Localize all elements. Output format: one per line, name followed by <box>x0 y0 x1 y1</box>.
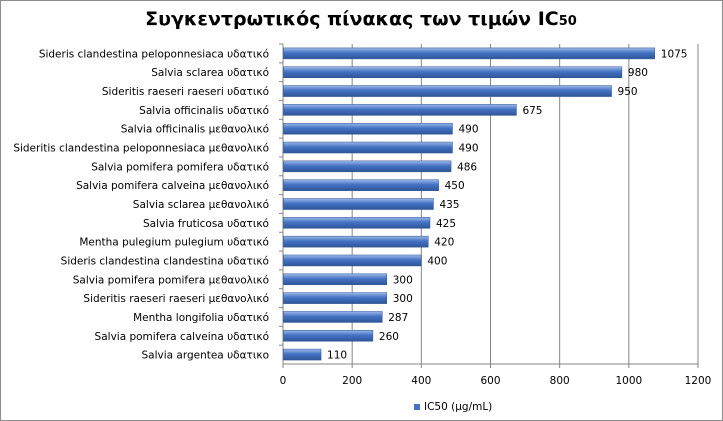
category-label: Sideris clandestina clandestina υδατικό <box>61 255 269 267</box>
bar <box>283 122 453 135</box>
category-label: Salvia pomifera calveina μεθανολικό <box>76 180 269 192</box>
category-label: Sideritis raeseri raeseri μεθανολικό <box>83 293 269 305</box>
bar <box>283 85 612 97</box>
bar <box>283 292 387 304</box>
data-label: 425 <box>436 218 456 230</box>
category-label: Salvia officinalis υδατικό <box>139 105 269 117</box>
category-label: Salvia fruticosa υδατικό <box>143 218 269 230</box>
data-label: 490 <box>458 143 478 155</box>
gridlines <box>351 44 699 364</box>
bar <box>283 330 374 342</box>
bar <box>283 141 453 154</box>
chart-title-subscript: 50 <box>559 14 577 29</box>
data-label: 300 <box>393 293 413 305</box>
category-label: Mentha longifolia υδατικό <box>133 312 269 324</box>
bar <box>283 273 387 286</box>
category-label: Salvia pomifera pomifera υδατικό <box>91 161 269 173</box>
legend-label: IC50 (μg/mL) <box>424 401 492 413</box>
x-tick-labels: 0 200 400 600 800 1000 1200 <box>280 375 712 387</box>
category-label: Salvia sclarea μεθανολικό <box>133 199 269 211</box>
bar <box>283 217 431 229</box>
data-label: 287 <box>388 312 408 324</box>
axes <box>279 43 699 368</box>
x-tick-label: 800 <box>550 375 570 387</box>
data-label: 490 <box>458 124 478 136</box>
category-label: Salvia argentea υδατικο <box>141 350 269 362</box>
category-label: Salvia sclarea υδατικό <box>151 67 269 79</box>
data-label: 980 <box>628 67 648 79</box>
bar <box>283 47 656 60</box>
data-label: 950 <box>618 86 638 98</box>
bar <box>283 104 517 116</box>
x-tick-label: 200 <box>342 375 362 387</box>
bar <box>283 311 383 323</box>
x-tick-label: 1200 <box>685 375 712 387</box>
data-label: 486 <box>457 161 477 173</box>
category-label: Salvia pomifera pomifera μεθανολικό <box>73 274 269 286</box>
data-label: 260 <box>379 331 399 343</box>
bar <box>283 235 429 248</box>
category-label: Mentha pulegium pulegium υδατικό <box>79 237 269 249</box>
bar <box>283 348 322 361</box>
bar <box>283 179 439 191</box>
category-labels: Sideris clandestina peloponnesiaca υδατι… <box>13 48 269 361</box>
data-label: 400 <box>427 255 447 267</box>
category-label: Salvia pomifera calveina υδατικό <box>95 331 269 343</box>
chart-title: Συγκεντρωτικός πίνακας των τιμών IC50 <box>145 8 577 30</box>
data-label: 110 <box>327 350 347 362</box>
data-label: 450 <box>445 180 465 192</box>
bar <box>283 198 434 210</box>
legend: IC50 (μg/mL) <box>414 401 492 413</box>
x-tick-label: 1000 <box>615 375 642 387</box>
category-label: Sideritis clandestina peloponnesiaca μεθ… <box>13 143 269 155</box>
category-label: Sideritis raeseri raeseri υδατικό <box>102 86 269 98</box>
bar <box>283 160 452 173</box>
data-label: 435 <box>439 199 459 211</box>
bar <box>283 254 422 267</box>
chart-title-main: Συγκεντρωτικός πίνακας των τιμών IC <box>145 8 559 30</box>
data-label: 1075 <box>661 48 688 60</box>
x-tick-label: 600 <box>480 375 500 387</box>
data-label: 420 <box>434 237 454 249</box>
x-tick-label: 0 <box>280 375 287 387</box>
value-labels: 1075 980 950 675 490 490 486 450 435 425 420 400 300… <box>327 48 687 361</box>
x-tick-label: 400 <box>411 375 431 387</box>
data-label: 300 <box>393 274 413 286</box>
category-label: Sideris clandestina peloponnesiaca υδατι… <box>39 48 269 60</box>
bar <box>283 66 623 78</box>
legend-swatch <box>414 404 420 410</box>
bars <box>283 47 656 361</box>
data-label: 675 <box>522 105 542 117</box>
category-label: Salvia officinalis μεθανολικό <box>121 124 269 136</box>
